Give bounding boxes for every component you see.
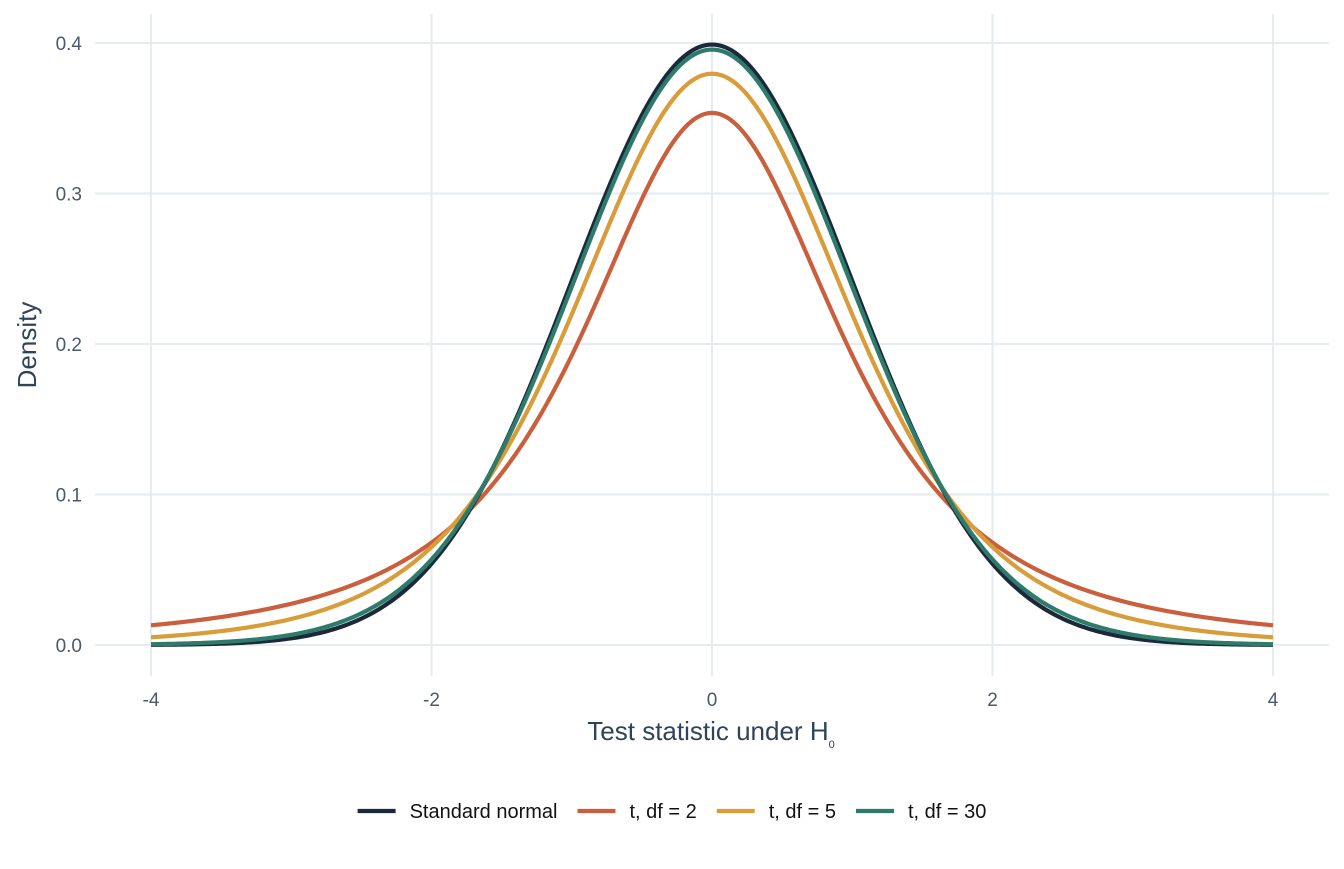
legend: Standard normal t, df = 2 t, df = 5 t, df =… (357, 801, 986, 823)
x-tick-label: 4 (1268, 690, 1279, 711)
tick-labels: -4 -2 0 2 4 0.0 0.1 0.2 0.3 0.4 (56, 34, 1279, 711)
y-tick-label: 0.3 (56, 185, 82, 206)
x-axis-title-main: Test statistic under H (587, 716, 828, 746)
curves (150, 42, 1274, 647)
legend-label: t, df = 2 (629, 801, 696, 823)
grid (95, 14, 1329, 676)
series-line-t-df-2 (150, 110, 1274, 628)
x-axis-title-subscript: 0 (829, 739, 835, 751)
legend-label: t, df = 30 (908, 801, 986, 823)
x-tick-label: 0 (707, 690, 718, 711)
series-line-t-df-30 (150, 47, 1274, 647)
legend-label: Standard normal (410, 801, 558, 823)
series-line-t-df-5 (150, 71, 1274, 640)
y-tick-label: 0.0 (56, 636, 82, 657)
x-tick-label: -2 (423, 690, 440, 711)
series-line-standard-normal (150, 42, 1274, 647)
x-tick-label: -4 (143, 690, 160, 711)
legend-label: t, df = 5 (769, 801, 836, 823)
y-tick-label: 0.2 (56, 335, 82, 356)
y-tick-label: 0.1 (56, 486, 82, 507)
y-axis-title: Density (12, 302, 42, 389)
y-tick-label: 0.4 (56, 34, 83, 55)
x-tick-label: 2 (987, 690, 998, 711)
x-axis-title: Test statistic under H0 (587, 716, 834, 751)
